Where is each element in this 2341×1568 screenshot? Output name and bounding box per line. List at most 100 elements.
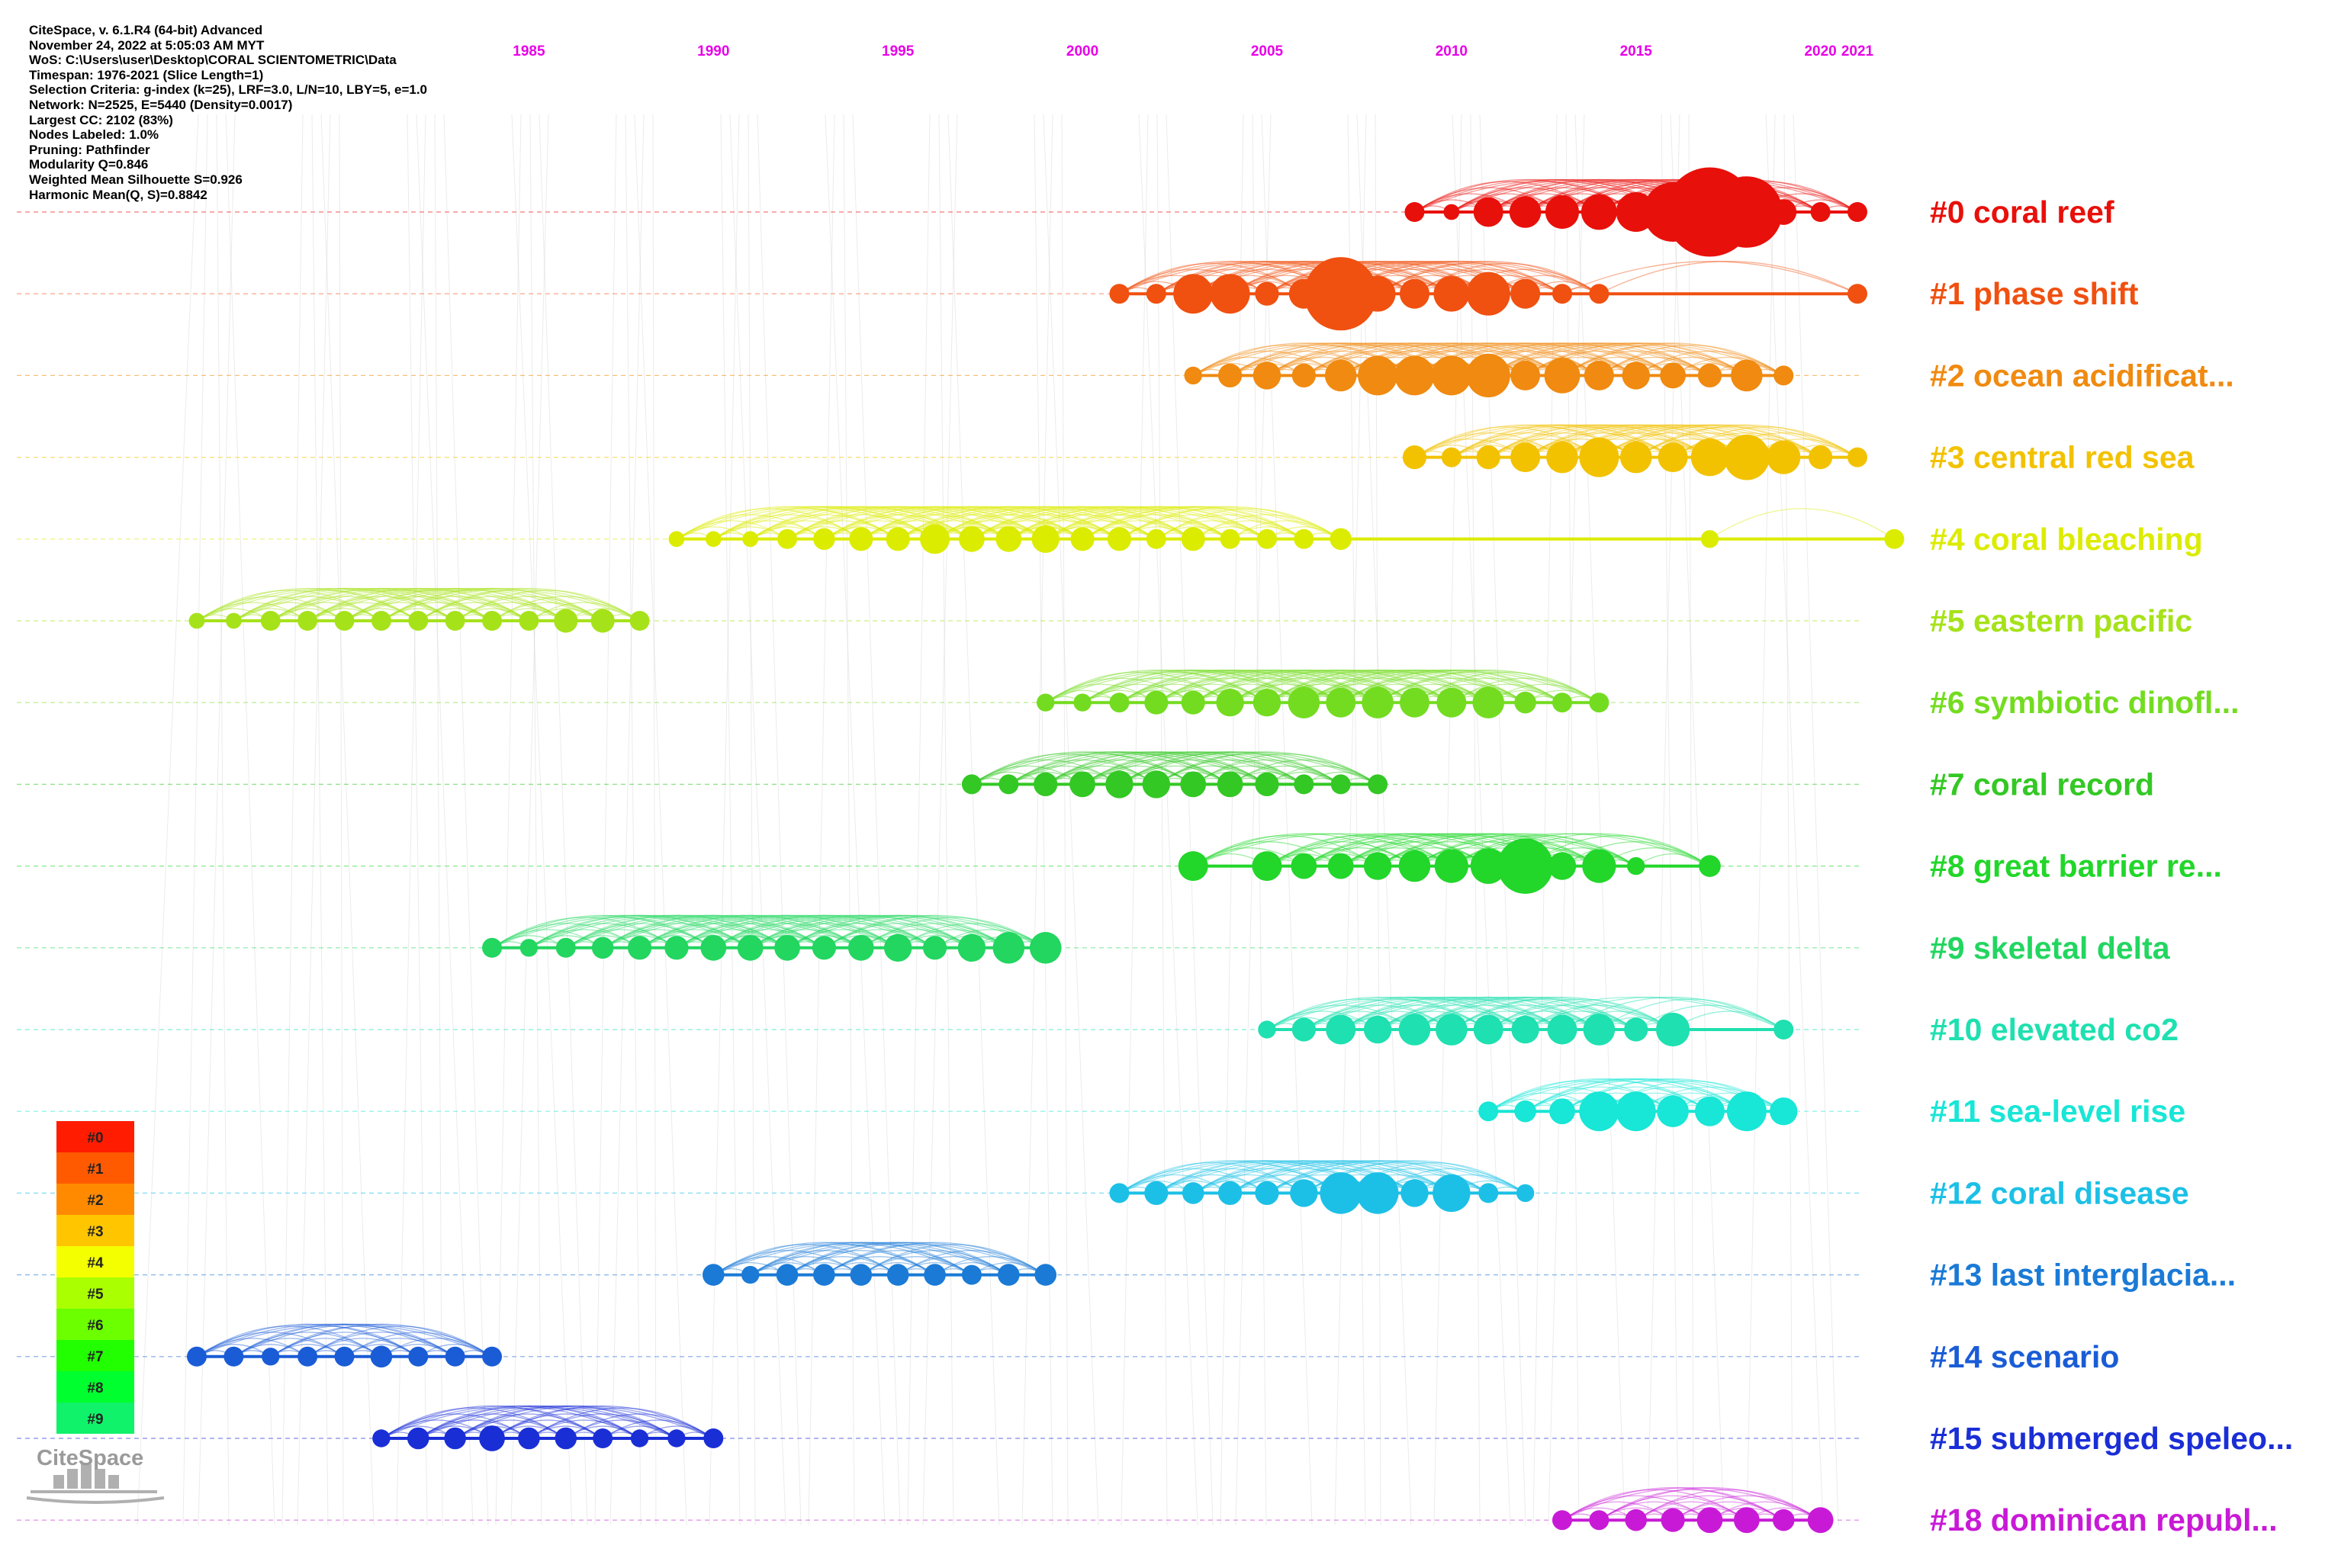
cluster-node[interactable]	[1210, 274, 1250, 314]
cluster-node[interactable]	[1252, 851, 1282, 882]
cluster-node[interactable]	[886, 1264, 909, 1286]
cluster-node[interactable]	[1180, 771, 1207, 798]
cluster-node[interactable]	[737, 934, 764, 961]
cluster-node[interactable]	[1252, 361, 1281, 390]
cluster-node[interactable]	[1546, 441, 1578, 474]
cluster-node[interactable]	[445, 611, 465, 631]
cluster-node[interactable]	[1291, 363, 1316, 387]
cluster-node[interactable]	[1731, 359, 1763, 392]
cluster-node[interactable]	[1326, 687, 1356, 718]
cluster-node[interactable]	[1368, 774, 1388, 795]
cluster-node[interactable]	[1362, 686, 1394, 718]
cluster-node[interactable]	[1252, 689, 1281, 717]
cluster-node[interactable]	[1809, 445, 1833, 470]
cluster-node[interactable]	[1291, 853, 1317, 879]
cluster-node[interactable]	[1627, 856, 1645, 876]
cluster-node[interactable]	[742, 531, 759, 548]
cluster-node[interactable]	[482, 1346, 503, 1367]
cluster-node[interactable]	[407, 1427, 429, 1450]
cluster-node[interactable]	[1146, 284, 1166, 304]
cluster-node[interactable]	[1326, 1014, 1356, 1045]
cluster-node[interactable]	[1443, 204, 1460, 220]
cluster-node[interactable]	[774, 934, 800, 961]
cluster-node[interactable]	[1399, 687, 1429, 718]
cluster-node[interactable]	[1184, 366, 1202, 385]
cluster-node[interactable]	[334, 1346, 355, 1367]
cluster-node[interactable]	[1217, 771, 1243, 798]
cluster-node[interactable]	[777, 529, 798, 549]
cluster-node[interactable]	[1036, 693, 1055, 712]
cluster-node[interactable]	[1770, 1097, 1798, 1126]
cluster-node[interactable]	[1255, 281, 1279, 306]
cluster-node[interactable]	[445, 1346, 465, 1367]
cluster-node[interactable]	[961, 1264, 982, 1285]
cluster-node[interactable]	[1358, 355, 1398, 396]
cluster-node[interactable]	[702, 1264, 725, 1286]
cluster-node[interactable]	[998, 1264, 1020, 1286]
cluster-node[interactable]	[1770, 199, 1797, 225]
cluster-node[interactable]	[1616, 1091, 1656, 1132]
cluster-node[interactable]	[1694, 1096, 1725, 1126]
cluster-node[interactable]	[1330, 774, 1351, 795]
cluster-node[interactable]	[1142, 770, 1171, 798]
cluster-node[interactable]	[1402, 445, 1427, 470]
cluster-node[interactable]	[1624, 1017, 1648, 1042]
cluster-node[interactable]	[961, 774, 982, 795]
cluster-node[interactable]	[1773, 1020, 1794, 1039]
cluster-node[interactable]	[1767, 440, 1801, 474]
cluster-node[interactable]	[1288, 686, 1320, 718]
cluster-node[interactable]	[1394, 355, 1435, 396]
cluster-node[interactable]	[812, 936, 837, 960]
cluster-node[interactable]	[850, 1264, 873, 1286]
cluster-node[interactable]	[1584, 360, 1614, 390]
cluster-node[interactable]	[1304, 257, 1378, 331]
cluster-node[interactable]	[1433, 1174, 1471, 1213]
cluster-node[interactable]	[554, 609, 578, 633]
cluster-node[interactable]	[630, 1429, 649, 1448]
cluster-node[interactable]	[297, 611, 318, 631]
cluster-node[interactable]	[262, 1348, 280, 1366]
cluster-node[interactable]	[1146, 529, 1166, 549]
cluster-node[interactable]	[334, 611, 355, 631]
cluster-node[interactable]	[849, 527, 873, 551]
cluster-node[interactable]	[1400, 1179, 1429, 1207]
cluster-node[interactable]	[1583, 1014, 1616, 1046]
cluster-node[interactable]	[590, 609, 615, 633]
cluster-node[interactable]	[703, 1428, 724, 1448]
cluster-node[interactable]	[664, 936, 689, 960]
cluster-node[interactable]	[1589, 692, 1609, 713]
cluster-node[interactable]	[998, 774, 1019, 795]
cluster-node[interactable]	[1181, 690, 1205, 715]
cluster-node[interactable]	[1589, 284, 1609, 304]
cluster-node[interactable]	[479, 1425, 505, 1451]
cluster-node[interactable]	[1773, 365, 1794, 386]
cluster-node[interactable]	[1291, 1017, 1316, 1042]
cluster-node[interactable]	[518, 1427, 540, 1450]
cluster-node[interactable]	[1431, 355, 1471, 396]
cluster-node[interactable]	[1217, 363, 1243, 387]
cluster-node[interactable]	[1181, 527, 1205, 551]
cluster-node[interactable]	[668, 531, 685, 548]
cluster-node[interactable]	[408, 611, 429, 631]
cluster-node[interactable]	[1509, 196, 1542, 228]
cluster-node[interactable]	[1510, 442, 1541, 473]
cluster-node[interactable]	[741, 1265, 760, 1284]
cluster-node[interactable]	[1514, 691, 1536, 714]
cluster-node[interactable]	[700, 934, 727, 961]
cluster-node[interactable]	[1398, 1014, 1431, 1046]
cluster-node[interactable]	[260, 611, 281, 631]
cluster-node[interactable]	[1320, 1172, 1362, 1214]
cluster-node[interactable]	[1178, 851, 1208, 882]
cluster-node[interactable]	[667, 1429, 686, 1448]
cluster-node[interactable]	[1290, 1179, 1318, 1207]
cluster-node[interactable]	[1476, 445, 1500, 470]
cluster-node[interactable]	[1294, 774, 1314, 795]
cluster-node[interactable]	[1470, 848, 1507, 884]
cluster-node[interactable]	[1144, 1181, 1169, 1205]
cluster-node[interactable]	[1109, 284, 1130, 304]
cluster-node[interactable]	[1031, 525, 1060, 553]
cluster-node[interactable]	[627, 936, 652, 960]
cluster-node[interactable]	[1034, 772, 1058, 796]
cluster-node[interactable]	[1847, 284, 1867, 304]
cluster-node[interactable]	[1217, 1181, 1243, 1205]
